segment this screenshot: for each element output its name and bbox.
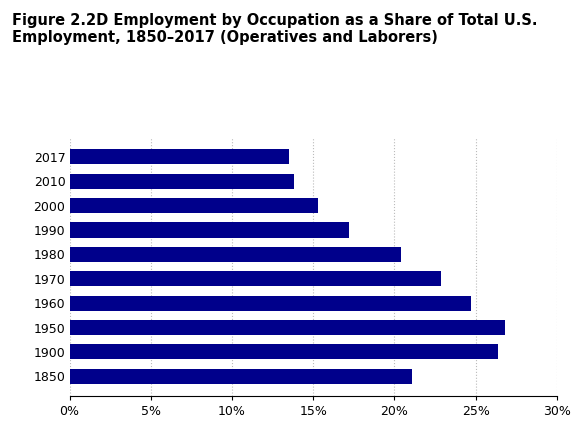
Bar xyxy=(70,295,471,311)
Bar xyxy=(70,247,401,262)
Bar xyxy=(70,198,318,213)
Text: Figure 2.2D Employment by Occupation as a Share of Total U.S.
Employment, 1850–2: Figure 2.2D Employment by Occupation as … xyxy=(12,13,537,45)
Bar xyxy=(70,320,505,335)
Bar xyxy=(70,174,293,189)
Bar xyxy=(70,222,349,238)
Bar xyxy=(70,369,412,384)
Bar xyxy=(70,271,441,286)
Bar xyxy=(70,344,498,359)
Bar xyxy=(70,149,289,164)
